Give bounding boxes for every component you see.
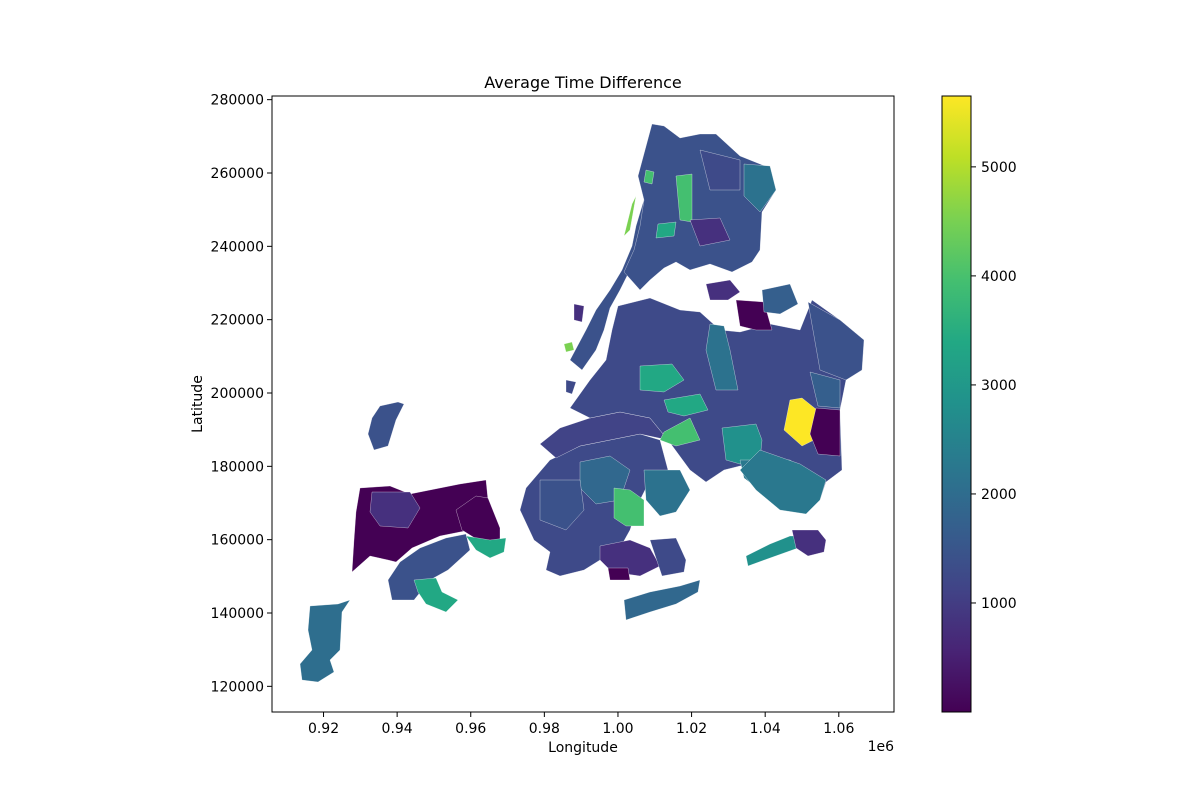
- x-tick-label: 0.94: [382, 721, 413, 737]
- x-tick-label: 0.92: [308, 721, 339, 737]
- map-region: [643, 169, 655, 185]
- map-region: [539, 479, 585, 531]
- x-tick-label: 1.04: [750, 721, 781, 737]
- y-tick-label: 220000: [211, 313, 264, 329]
- y-tick-label: 120000: [211, 679, 264, 695]
- map-region: [791, 529, 827, 557]
- colorbar-tick-label: 5000: [981, 160, 1017, 176]
- chart-title: Average Time Difference: [484, 73, 682, 92]
- map-region: [623, 579, 701, 621]
- x-tick-label: 0.98: [529, 721, 560, 737]
- map-region: [689, 217, 731, 247]
- y-tick-label: 200000: [211, 386, 264, 402]
- map-region: [743, 163, 777, 213]
- map-region: [573, 303, 585, 323]
- map-region: [367, 401, 405, 451]
- map-region: [809, 371, 841, 409]
- nyc-choropleth-map: [299, 123, 865, 683]
- y-axis: 120000 140000 160000 180000 200000 220000 2400…: [211, 93, 272, 695]
- x-axis: 0.92 0.94 0.96 0.98 1.00 1.02 1.04 1.06: [308, 712, 854, 737]
- plot-area-frame: [271, 95, 895, 713]
- map-region: [655, 221, 677, 239]
- x-tick-label: 0.96: [455, 721, 486, 737]
- colorbar-tick-label: 4000: [981, 269, 1017, 285]
- map-region: [663, 393, 709, 417]
- map-region: [705, 279, 741, 301]
- x-axis-offset-text: 1e6: [868, 739, 895, 755]
- map-region: [807, 301, 865, 381]
- colorbar-tick-label: 2000: [981, 487, 1017, 503]
- y-tick-label: 140000: [211, 606, 264, 622]
- colorbar-tick-label: 3000: [981, 378, 1017, 394]
- map-region: [649, 537, 687, 577]
- map-region: [413, 577, 459, 613]
- map-region: [739, 449, 827, 515]
- map-region: [369, 491, 421, 529]
- map-region: [659, 417, 701, 447]
- map-region: [735, 299, 773, 331]
- y-tick-label: 180000: [211, 459, 264, 475]
- colorbar-tick-label: 1000: [981, 596, 1017, 612]
- map-region: [705, 323, 739, 391]
- map-region: [699, 149, 741, 191]
- map-region: [761, 283, 799, 315]
- y-axis-label: Latitude: [190, 375, 206, 433]
- map-region: [745, 535, 801, 567]
- colorbar-axis: 1000 2000 3000 4000 5000: [971, 160, 1017, 612]
- y-tick-label: 160000: [211, 533, 264, 549]
- map-region: [809, 407, 841, 457]
- map-region: [607, 567, 631, 581]
- x-axis-label: Longitude: [548, 740, 618, 756]
- y-tick-label: 240000: [211, 239, 264, 255]
- map-region: [299, 599, 351, 683]
- map-region: [623, 123, 777, 291]
- x-tick-label: 1.06: [823, 721, 854, 737]
- map-region: [455, 495, 501, 549]
- map-region: [639, 363, 685, 393]
- map-region: [465, 535, 507, 559]
- map-region: [643, 469, 691, 517]
- x-tick-label: 1.00: [602, 721, 633, 737]
- map-region: [613, 487, 645, 527]
- x-tick-label: 1.02: [676, 721, 707, 737]
- map-region: [563, 341, 575, 353]
- map-region: [387, 533, 471, 601]
- map-region: [623, 195, 637, 237]
- map-region: [565, 379, 577, 395]
- map-region: [599, 539, 661, 577]
- y-tick-label: 260000: [211, 166, 264, 182]
- y-tick-label: 280000: [211, 93, 264, 109]
- colorbar: [941, 95, 972, 713]
